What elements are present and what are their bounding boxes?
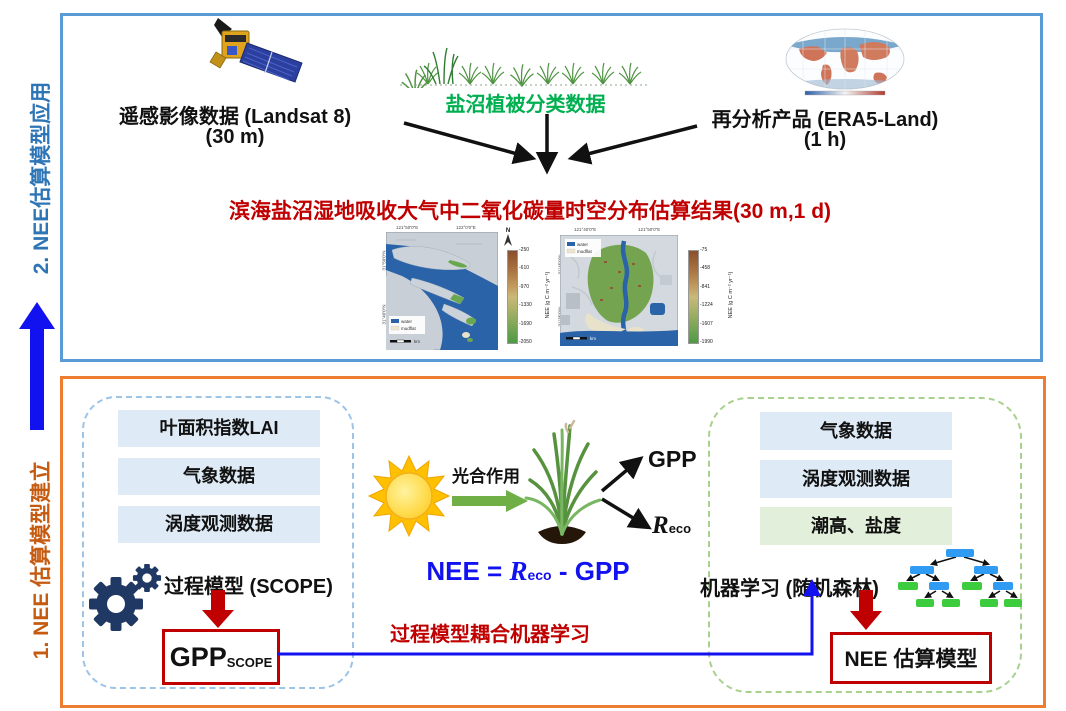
svg-text:km: km [590, 336, 596, 341]
stage2-vertical-label: 2. NEE估算模型应用 [30, 81, 53, 275]
svg-text:km: km [414, 339, 420, 344]
coupling-label: 过程模型耦合机器学习 [390, 624, 590, 646]
rf-input-meteo: 气象数据 [760, 412, 952, 450]
remote-sensing-resolution: (30 m) [205, 126, 265, 148]
cbar-tick: -1990 [700, 339, 713, 345]
map-right-colorbar-label: NEE (g C m⁻² yr⁻¹) [728, 271, 734, 319]
result-title: 滨海盐沼湿地吸收大气中二氧化碳量时空分布估算结果(30 m,1 d) [228, 200, 832, 223]
cbar-tick: -1690 [519, 321, 532, 327]
plant-icon [524, 420, 602, 544]
nee-equation: NEE = Reco - GPP [388, 556, 668, 587]
reco-main: R [652, 512, 669, 539]
cbar-tick: -610 [519, 265, 530, 271]
map-right-tick-lon2: 121°50'0"E [638, 227, 661, 232]
map-left-tick-lon1: 121°50'0"E [396, 225, 419, 230]
cbar-tick: -75 [700, 247, 708, 253]
cbar-tick: -970 [519, 284, 530, 290]
reanalysis-label: 再分析产品 (ERA5-Land) [711, 109, 939, 131]
cbar-tick: -250 [519, 247, 530, 253]
cbar-tick: -2050 [519, 339, 532, 345]
map-right-legend-mudflat: mudflat [577, 249, 593, 254]
map-left-legend-water: water [401, 319, 413, 324]
model-box [60, 376, 1046, 708]
cbar-tick: -1224 [700, 302, 713, 308]
sun-icon [368, 454, 450, 538]
map-left-tick-lon2: 122°0'0"E [456, 225, 476, 230]
reco-sub: eco [668, 521, 692, 536]
map-right-legend-water: water [577, 242, 589, 247]
reco-flux-label: Reco [652, 512, 691, 540]
stage-flow-up-arrow [19, 302, 55, 430]
scope-model-label: 过程模型 (SCOPE) [164, 576, 333, 598]
map-right-scalebar: km [566, 336, 596, 341]
equation-rhs: - GPP [551, 556, 630, 586]
scope-input-lai: 叶面积指数LAI [118, 410, 320, 447]
equation-r-sub: eco [527, 567, 552, 583]
gpp-flux-label: GPP [648, 446, 697, 472]
scope-input-eddy: 涡度观测数据 [118, 506, 320, 543]
application-box [60, 13, 1043, 362]
rf-input-eddy: 涡度观测数据 [760, 460, 952, 498]
map-left-panel: water mudflat km [386, 232, 498, 350]
cbar-tick: -1607 [700, 321, 713, 327]
gpp-scope-sub: SCOPE [226, 654, 273, 670]
map-right-tick-lon1: 121°40'0"E [574, 227, 597, 232]
map-left-scalebar: km [390, 339, 420, 344]
random-forest-icon [898, 549, 1022, 607]
result-map-left: 121°50'0"E 122°0'0"E 31°50'0"N 31°40'0"N… [380, 224, 556, 356]
satellite-icon [209, 18, 303, 83]
scope-panel [82, 396, 354, 689]
result-map-right: 121°40'0"E 121°50'0"E 31°45'0"N 31°35'0"… [556, 224, 748, 356]
scope-down-arrow [202, 590, 234, 628]
gpp-scope-box: GPP SCOPE [162, 629, 280, 685]
map-right-colorbar [688, 250, 699, 344]
rf-input-tide-salinity: 潮高、盐度 [760, 507, 952, 545]
map-left-colorbar-label: NEE (g C m⁻² yr⁻¹) [545, 271, 551, 319]
map-left-legend-mudflat: mudflat [401, 326, 417, 331]
photosynthesis-label: 光合作用 [452, 467, 520, 486]
nee-model-box: NEE 估算模型 [830, 632, 992, 684]
world-map-icon [785, 28, 905, 96]
cbar-tick: -458 [700, 265, 711, 271]
rf-down-arrow [850, 590, 882, 630]
gears-icon [89, 563, 162, 631]
stage1-vertical-label: 1. NEE 估算模型建立 [30, 460, 53, 660]
vegetation-label: 盐沼植被分类数据 [445, 94, 606, 116]
random-forest-panel [708, 397, 1022, 693]
map-left-compass: N [502, 228, 514, 247]
equation-lhs: NEE = [426, 556, 510, 586]
cbar-tick: -1330 [519, 302, 532, 308]
gpp-scope-main: GPP [169, 641, 227, 672]
reanalysis-resolution: (1 h) [803, 129, 847, 151]
scope-input-meteo: 气象数据 [118, 458, 320, 495]
equation-r: R [509, 556, 528, 586]
cbar-tick: -841 [700, 284, 711, 290]
map-left-colorbar [507, 250, 518, 344]
map-right-panel: water mudflat km [560, 235, 678, 346]
marsh-grass-icon [400, 47, 648, 88]
remote-sensing-label: 遥感影像数据 (Landsat 8) [118, 106, 352, 128]
